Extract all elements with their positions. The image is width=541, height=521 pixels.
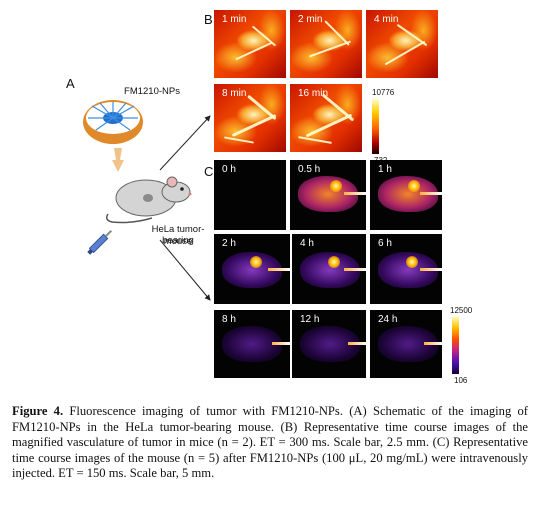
- panel-b-label-1: 1 min: [222, 14, 247, 25]
- nanoparticle-illustration: [83, 100, 143, 144]
- panel-b-colorbar: [372, 98, 379, 154]
- panel-b-tile-4: 8 min: [214, 84, 286, 152]
- panel-c-tile-1: 0 h: [214, 160, 286, 230]
- panel-c-letter: C: [204, 164, 214, 179]
- figure-4: A FM1210-NPs HeLa tumor-bearing mo: [66, 10, 473, 385]
- panel-b-label-2: 2 min: [298, 14, 323, 25]
- panel-c-label-5: 4 h: [300, 238, 314, 249]
- mouse-label-line1: HeLa tumor-bearing: [151, 224, 205, 246]
- panel-b-colorbar-max: 10776: [372, 88, 395, 97]
- panel-c-colorbar-min: 106: [454, 376, 468, 385]
- panel-c-tile-5: 4 h: [292, 234, 366, 304]
- arrow-to-c: [159, 239, 211, 301]
- figure-caption: Figure 4. Fluorescence imaging of tumor …: [12, 404, 528, 482]
- panel-c-tile-9: 24 h: [370, 310, 442, 378]
- panel-c-label-4: 2 h: [222, 238, 236, 249]
- panel-c-label-6: 6 h: [378, 238, 392, 249]
- panel-c-tile-2: 0.5 h: [290, 160, 366, 230]
- caption-label: Figure 4.: [12, 404, 64, 418]
- caption-text: Fluorescence imaging of tumor with FM121…: [12, 404, 528, 481]
- panel-c-label-3: 1 h: [378, 164, 392, 175]
- panel-b-tile-5: 16 min: [290, 84, 362, 152]
- mouse-illustration: [105, 176, 192, 224]
- mouse-label-line2: mouse: [163, 236, 193, 247]
- panel-c-tile-4: 2 h: [214, 234, 290, 304]
- panel-b-letter: B: [204, 12, 213, 27]
- panel-c-colorbar-max: 12500: [450, 306, 473, 315]
- panel-b-tile-3: 4 min: [366, 10, 438, 78]
- panel-c-tile-7: 8 h: [214, 310, 290, 378]
- syringe-icon: [87, 229, 113, 255]
- panel-c-label-8: 12 h: [300, 314, 320, 325]
- panel-a-letter: A: [66, 76, 75, 91]
- panel-b-label-3: 4 min: [374, 14, 399, 25]
- panel-b-tile-1: 1 min: [214, 10, 286, 78]
- panel-b-label-4: 8 min: [222, 88, 247, 99]
- panel-c-label-1: 0 h: [222, 164, 236, 175]
- arrows: [159, 115, 211, 301]
- panel-b-tile-2: 2 min: [290, 10, 362, 78]
- panel-c-label-9: 24 h: [378, 314, 398, 325]
- arrow-to-b: [159, 115, 211, 171]
- panel-c-colorbar: [452, 316, 459, 374]
- panel-b-label-5: 16 min: [298, 88, 329, 99]
- nanoparticle-label: FM1210-NPs: [124, 86, 180, 97]
- panel-c-tile-6: 6 h: [370, 234, 442, 304]
- panel-c-tile-8: 12 h: [292, 310, 366, 378]
- injection-arrow-icon: [112, 148, 124, 172]
- panel-c-label-2: 0.5 h: [298, 164, 321, 175]
- panel-c-tile-3: 1 h: [370, 160, 442, 230]
- panel-c-label-7: 8 h: [222, 314, 236, 325]
